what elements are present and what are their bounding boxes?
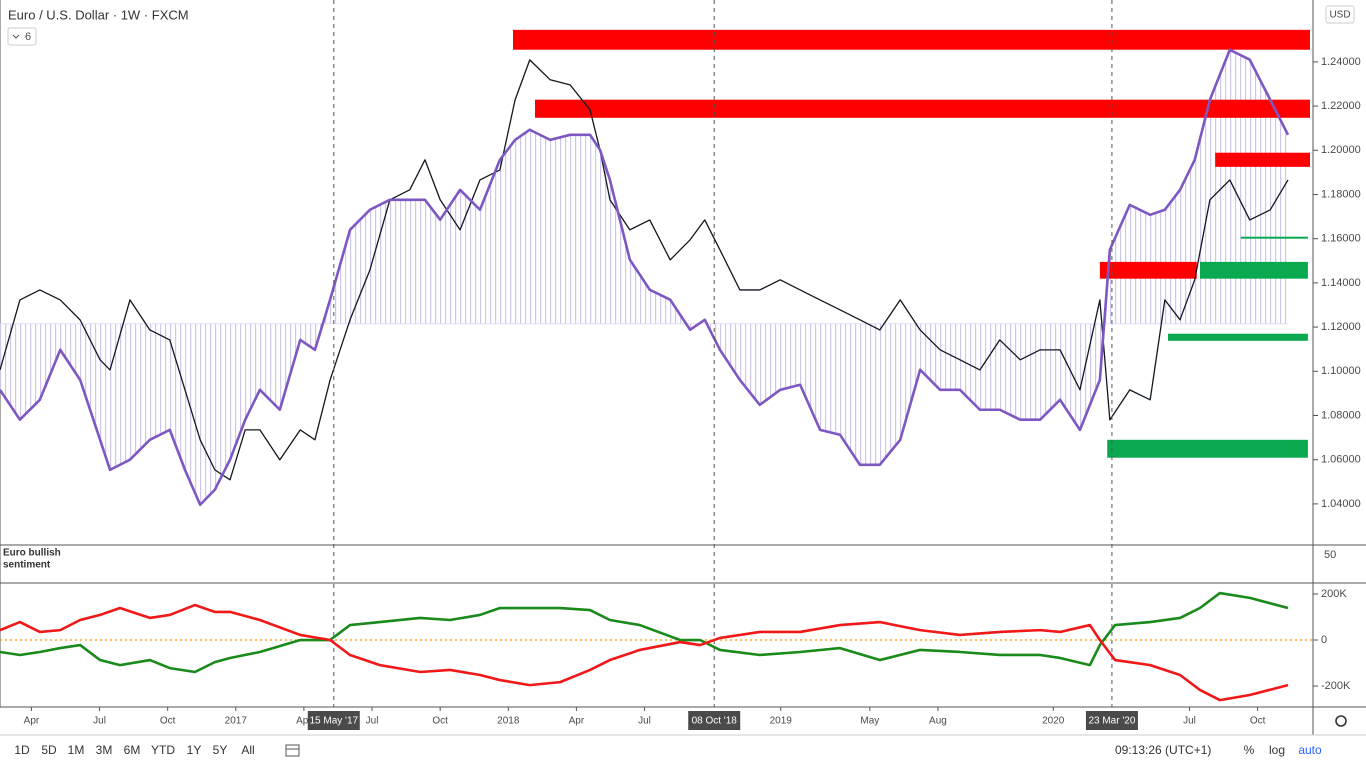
event-label-bg [1085, 711, 1138, 730]
y-tick-label: 1.10000 [1321, 365, 1361, 377]
zone [535, 99, 1310, 118]
plot-area: 1.04000 1.06000 1.08000 1.10000 1.12000 1.140… [0, 29, 1361, 510]
x-tick-label: Jul [638, 716, 651, 727]
x-tick-label: 2020 [1042, 716, 1065, 727]
x-tick-label: Apr [569, 716, 585, 727]
y-tick-label: 1.14000 [1321, 277, 1361, 289]
event-label: 23 Mar '20 [1088, 716, 1135, 727]
plot-area: 200K 0 -200K Apr Jul Oct 2017 Apr Jul Oct 2018 Apr J… [0, 588, 1351, 727]
y-tick-label: 1.16000 [1321, 233, 1361, 245]
x-tick-label: Apr [24, 716, 40, 727]
log-toggle[interactable]: log [1269, 743, 1285, 757]
x-tick-label: Oct [160, 716, 176, 727]
range-button[interactable]: 1Y [187, 743, 202, 757]
y-tick-label: 0 [1321, 634, 1327, 646]
range-button[interactable]: 3M [96, 743, 113, 757]
hatched-area [0, 49, 1288, 505]
settings-icon[interactable] [1335, 715, 1347, 727]
y-tick-label: 1.20000 [1321, 144, 1361, 156]
x-tick-label: Oct [432, 716, 448, 727]
y-tick-label: -200K [1321, 680, 1351, 692]
zone [1099, 261, 1197, 279]
event-label: 08 Oct '18 [692, 716, 738, 727]
currency: USD [1329, 10, 1350, 21]
x-tick-label: Aug [929, 716, 947, 727]
x-tick-label: Jul [93, 716, 106, 727]
range-button[interactable]: All [241, 743, 254, 757]
indicator-count: 6 [25, 31, 31, 43]
icon-frame [285, 744, 300, 757]
range-button[interactable]: 1D [14, 743, 30, 757]
x-tick-label: Oct [1250, 716, 1266, 727]
indicator-label: Euro bullish [3, 548, 61, 559]
range-button[interactable]: 5Y [213, 743, 228, 757]
indicator-toggle[interactable] [7, 27, 37, 46]
y-tick-label: 1.04000 [1321, 498, 1361, 510]
currency-badge[interactable] [1325, 5, 1355, 24]
x-tick-label: Jul [366, 716, 379, 727]
x-tick-label: 2019 [770, 716, 793, 727]
x-tick-label: May [860, 716, 879, 727]
y-tick-label: 200K [1321, 588, 1347, 600]
range-button[interactable]: YTD [151, 743, 175, 757]
x-tick-label: Jul [1183, 716, 1196, 727]
indicator-scale-label: 50 [1324, 549, 1336, 561]
y-tick-label: 1.18000 [1321, 188, 1361, 200]
x-tick-label: 2017 [225, 716, 248, 727]
event-label: 15 May '17 [309, 716, 358, 727]
percent-toggle[interactable]: % [1244, 743, 1255, 757]
event-label-bg [307, 711, 360, 730]
x-tick-label: 2018 [497, 716, 520, 727]
range-button[interactable]: 5D [41, 743, 57, 757]
zone [1107, 439, 1308, 458]
series-line [0, 48, 1290, 507]
y-tick-label: 1.12000 [1321, 321, 1361, 333]
y-tick-label: 1.22000 [1321, 100, 1361, 112]
series-line [0, 591, 1289, 674]
zone [1240, 236, 1308, 239]
x-tick-label: Apr [296, 716, 312, 727]
auto-toggle[interactable]: auto [1298, 743, 1322, 757]
zone [1215, 152, 1310, 167]
range-button[interactable]: 1M [68, 743, 85, 757]
toolbar: 1D 5D 1M 3M 6M YTD 1Y 5Y All [14, 743, 254, 757]
chart-title: Euro / U.S. Dollar · 1W · FXCM [8, 7, 189, 22]
y-tick-label: 1.24000 [1321, 56, 1361, 68]
date-range-icon[interactable] [285, 744, 300, 757]
zone [1199, 261, 1308, 279]
indicator-label: sentiment [3, 560, 51, 571]
zone [1167, 333, 1308, 341]
y-tick-label: 1.06000 [1321, 454, 1361, 466]
gear [1335, 715, 1347, 727]
chevron-icon [12, 34, 20, 39]
clock: 09:13:26 (UTC+1) [1115, 743, 1211, 757]
range-button[interactable]: 6M [124, 743, 141, 757]
event-label-bg [688, 711, 741, 730]
zone [512, 29, 1310, 50]
y-tick-label: 1.08000 [1321, 409, 1361, 421]
series-line [0, 603, 1289, 702]
